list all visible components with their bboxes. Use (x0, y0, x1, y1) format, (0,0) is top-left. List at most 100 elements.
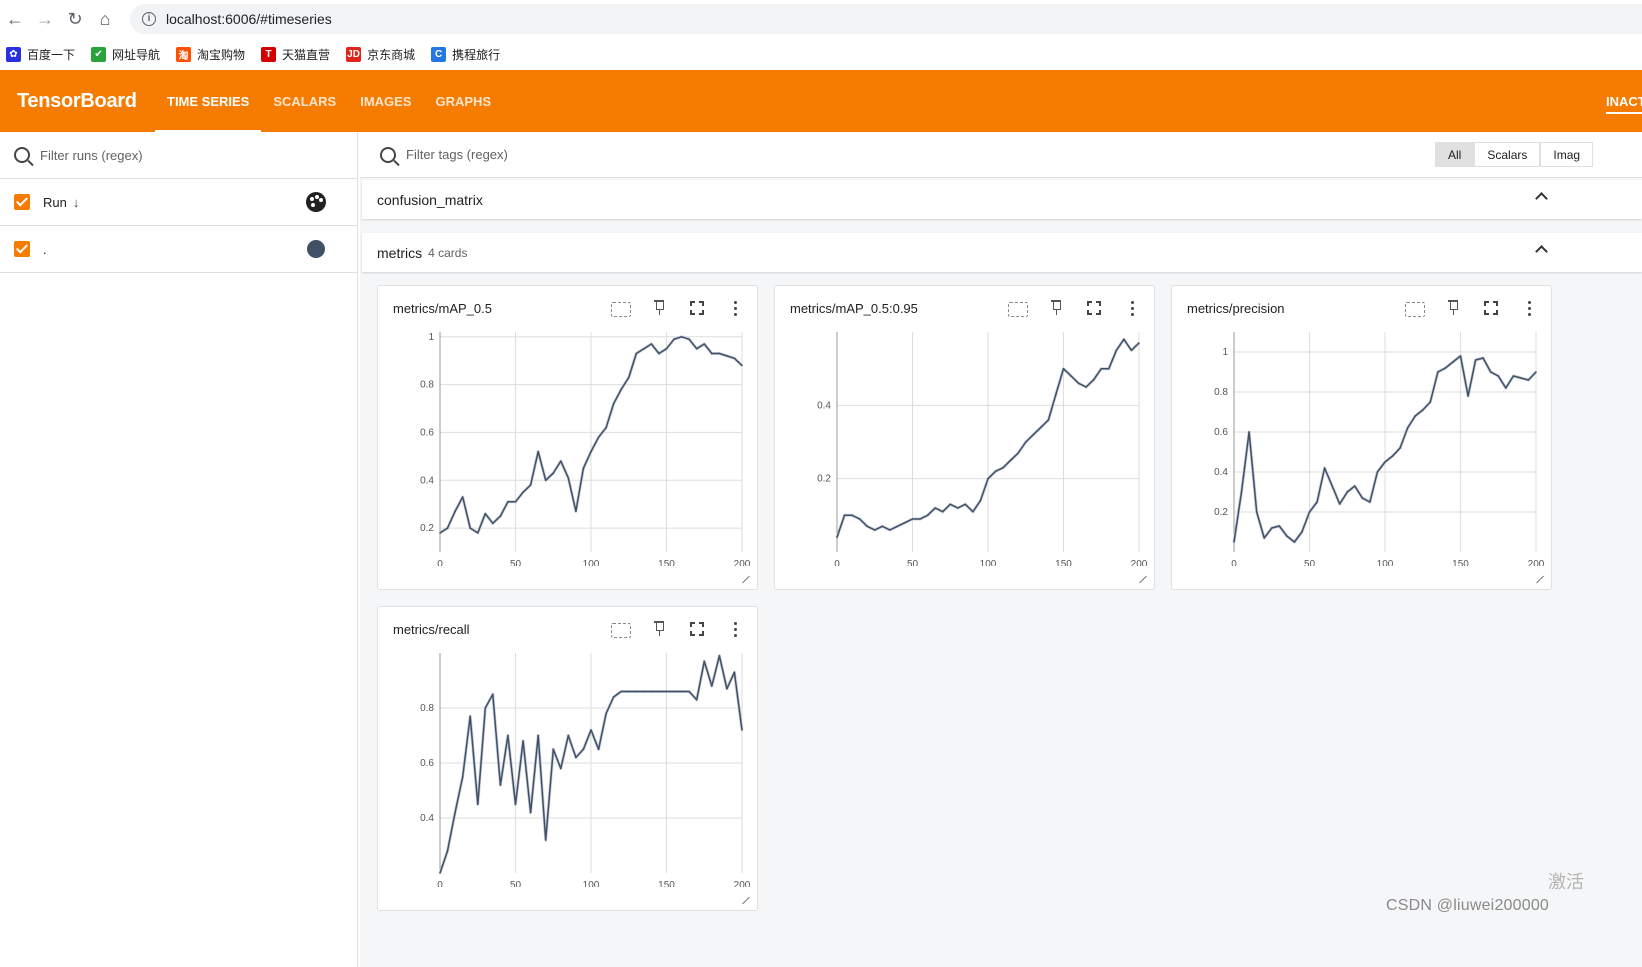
data-point (851, 514, 853, 517)
data-point (575, 756, 577, 759)
data-point (1263, 537, 1265, 539)
data-point (733, 671, 736, 674)
run-column-header[interactable]: Run (43, 194, 67, 210)
x-tick-label: 150 (1452, 559, 1469, 566)
reload-icon[interactable]: ↻ (67, 8, 83, 29)
x-tick-label: 50 (907, 559, 919, 566)
fullscreen-icon[interactable] (687, 619, 707, 639)
bookmark-item[interactable]: ✿ 百度一下 (6, 46, 75, 63)
run-color-swatch[interactable] (307, 240, 325, 258)
back-icon[interactable]: ← (6, 8, 24, 29)
data-point (492, 693, 494, 696)
data-point (635, 352, 638, 355)
data-point (439, 872, 441, 874)
data-point (658, 352, 660, 355)
data-point (1032, 433, 1035, 436)
data-point (1270, 527, 1273, 529)
pin-icon[interactable] (649, 298, 669, 318)
bookmark-item[interactable]: 淘淘宝购物 (176, 46, 245, 63)
run-checkbox[interactable] (14, 241, 30, 257)
data-point (718, 352, 721, 355)
data-point (1070, 375, 1072, 377)
bookmark-label: 淘宝购物 (197, 47, 246, 62)
tag-filter-input[interactable]: Filter tags (regex) (406, 147, 508, 162)
data-point (1286, 535, 1288, 537)
bookmark-label: 京东商城 (367, 47, 416, 62)
chevron-up-icon[interactable] (1535, 245, 1548, 258)
group-confusion-matrix[interactable]: confusion_matrix (362, 180, 1642, 219)
data-point (665, 347, 668, 350)
fit-domain-icon[interactable] (611, 301, 631, 317)
palette-icon[interactable] (306, 192, 326, 212)
pin-icon[interactable] (1046, 298, 1066, 318)
tab-images[interactable]: IMAGES (360, 93, 412, 109)
data-point (499, 784, 502, 786)
fit-domain-icon[interactable] (1405, 301, 1425, 317)
runs-filter[interactable]: Filter runs (regex) (0, 132, 357, 179)
group-metrics[interactable]: metrics 4 cards (362, 233, 1642, 272)
fit-domain-icon[interactable] (611, 622, 631, 638)
data-point (1301, 531, 1303, 533)
tab-scalars[interactable]: SCALARS (273, 93, 337, 109)
data-point (972, 510, 974, 513)
tab-time-series[interactable]: TIME SERIES (155, 70, 262, 132)
select-all-checkbox[interactable] (14, 194, 30, 210)
resize-handle-icon[interactable] (743, 896, 751, 904)
bookmark-item[interactable]: T 天猫直营 (261, 46, 330, 63)
x-tick-label: 100 (583, 559, 600, 566)
inactive-plugins-dropdown[interactable]: INACT (1606, 70, 1642, 132)
fullscreen-icon[interactable] (687, 298, 707, 318)
scalar-card: metrics/precision 0 50 100 150 200 0.2 0.4 0.6 0.… (1171, 285, 1552, 590)
line-chart[interactable]: 0 50 100 150 200 0.4 0.6 0.8 (378, 647, 757, 887)
line-chart[interactable]: 0 50 100 150 200 0.2 0.4 0.6 0.8 1 (1172, 326, 1551, 566)
group-name: metrics (377, 244, 423, 261)
more-vert-icon[interactable] (1122, 298, 1142, 318)
resize-handle-icon[interactable] (743, 575, 751, 583)
x-tick-label: 0 (437, 559, 443, 566)
filter-all-button[interactable]: All (1435, 142, 1475, 167)
tab-graphs[interactable]: GRAPHS (435, 93, 492, 109)
fullscreen-icon[interactable] (1481, 298, 1501, 318)
runs-filter-input[interactable]: Filter runs (regex) (40, 147, 143, 163)
data-point (605, 426, 607, 429)
address-bar[interactable]: i localhost:6006/#timeseries (130, 4, 1642, 34)
line-chart[interactable]: 0 50 100 150 200 0.2 0.4 0.6 0.8 1 (378, 326, 757, 566)
data-point (612, 402, 615, 405)
data-point (446, 850, 449, 852)
fit-domain-icon[interactable] (1008, 301, 1028, 317)
data-point (673, 690, 675, 693)
chevron-up-icon[interactable] (1535, 192, 1548, 205)
data-point (1338, 503, 1341, 505)
data-point (994, 470, 997, 473)
bookmark-item[interactable]: JD 京东商城 (346, 46, 415, 63)
fullscreen-icon[interactable] (1084, 298, 1104, 318)
data-point (567, 734, 570, 737)
more-vert-icon[interactable] (725, 619, 745, 639)
bookmark-item[interactable]: C 携程旅行 (431, 46, 500, 63)
data-point (1369, 501, 1371, 503)
forward-icon[interactable]: → (36, 8, 54, 29)
more-vert-icon[interactable] (1519, 298, 1539, 318)
filter-images-button[interactable]: Imag (1540, 142, 1594, 167)
bookmark-item[interactable]: ✔ 网址导航 (91, 46, 160, 63)
data-point (726, 355, 728, 357)
card-toolbar (990, 298, 1142, 318)
bookmark-label: 百度一下 (27, 47, 76, 62)
sort-arrow-icon[interactable]: ↓ (72, 194, 80, 210)
data-point (484, 707, 487, 709)
resize-handle-icon[interactable] (1140, 575, 1148, 583)
more-vert-icon[interactable] (725, 298, 745, 318)
data-point (1452, 361, 1454, 363)
resize-handle-icon[interactable] (1537, 575, 1545, 583)
x-tick-label: 150 (1055, 559, 1072, 566)
data-point (941, 510, 944, 513)
line-chart[interactable]: 0 50 100 150 200 0.2 0.4 (775, 326, 1154, 566)
pin-icon[interactable] (1443, 298, 1463, 318)
data-point (544, 839, 547, 841)
filter-scalars-button[interactable]: Scalars (1474, 142, 1541, 167)
data-point (1002, 466, 1004, 469)
pin-icon[interactable] (649, 619, 669, 639)
site-info-icon[interactable]: i (142, 12, 156, 26)
data-point (627, 376, 630, 379)
home-icon[interactable]: ⌂ (99, 8, 111, 29)
